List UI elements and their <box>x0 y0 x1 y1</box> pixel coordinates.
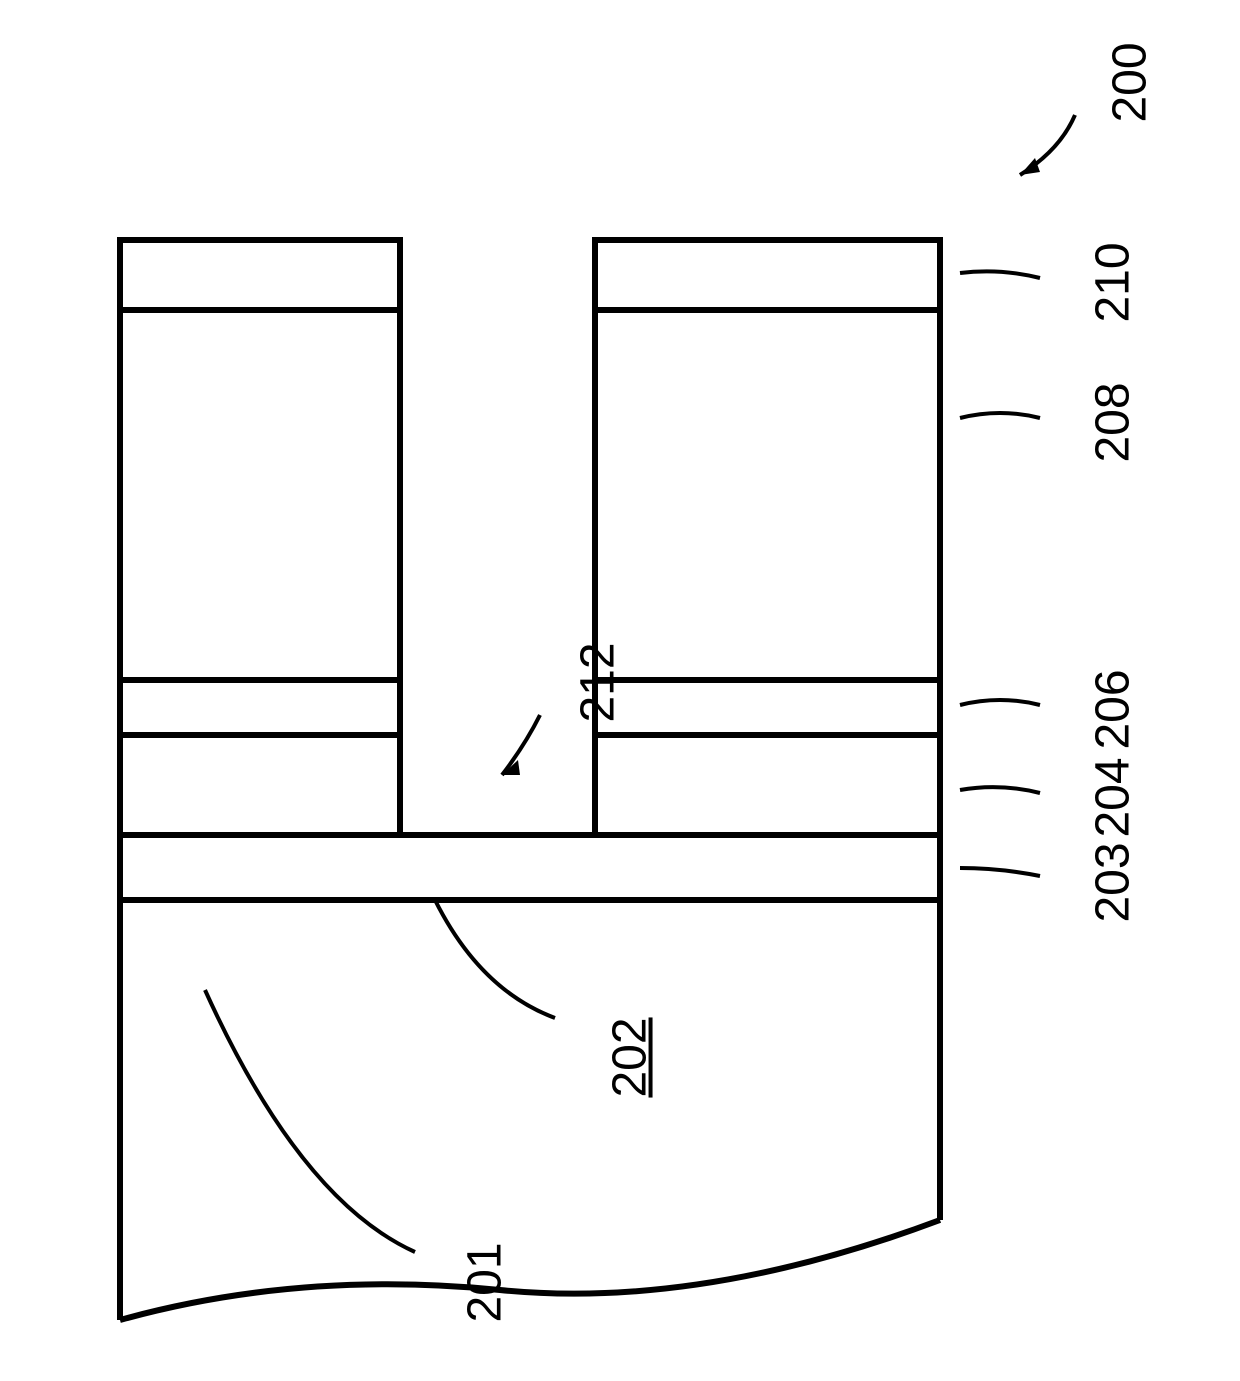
leader-200 <box>1020 115 1075 175</box>
leader-210 <box>960 271 1040 278</box>
label-202: 202 <box>603 1017 658 1097</box>
layer-208-left <box>120 310 400 680</box>
label-203: 203 <box>1086 842 1141 922</box>
leader-202 <box>435 900 555 1018</box>
layer-210-left <box>120 240 400 310</box>
diagram-container: 200 210 208 206 204 203 212 202 201 <box>0 0 1240 1376</box>
leader-206 <box>960 700 1040 705</box>
layer-206-right <box>595 680 940 735</box>
label-204: 204 <box>1086 757 1141 837</box>
layer-208-right <box>595 310 940 680</box>
label-206: 206 <box>1086 669 1141 749</box>
label-208: 208 <box>1086 382 1141 462</box>
layer-210-right <box>595 240 940 310</box>
substrate-201 <box>120 900 940 1320</box>
label-212: 212 <box>571 642 626 722</box>
leader-208 <box>960 413 1040 418</box>
leader-204 <box>960 787 1040 793</box>
label-200: 200 <box>1103 42 1158 122</box>
leader-201 <box>205 990 415 1252</box>
layer-203 <box>120 835 940 900</box>
layer-204-left <box>120 735 400 835</box>
layer-206-left <box>120 680 400 735</box>
label-210: 210 <box>1086 242 1141 322</box>
leader-212 <box>502 715 540 775</box>
layer-204-right <box>595 735 940 835</box>
leader-203 <box>960 868 1040 876</box>
label-201: 201 <box>458 1242 513 1322</box>
